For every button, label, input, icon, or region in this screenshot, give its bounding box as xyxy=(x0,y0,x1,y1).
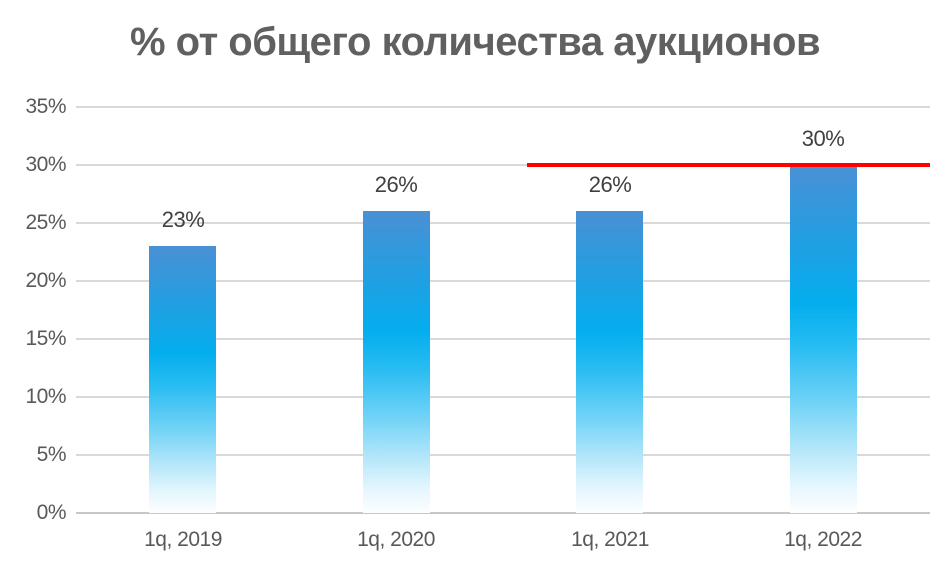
y-tick-label-20: 20% xyxy=(25,269,66,292)
target-reference-line xyxy=(527,163,930,167)
x-axis-line xyxy=(76,512,930,514)
y-tick-label-0: 0% xyxy=(36,501,67,524)
bar-1q-2021 xyxy=(576,211,643,513)
gridline-5 xyxy=(76,454,930,456)
bar-value-label-1: 26% xyxy=(374,172,418,197)
gridline-25 xyxy=(76,222,930,224)
gridline-35 xyxy=(76,106,930,108)
bar-1q-2022 xyxy=(790,165,857,513)
y-tick-label-35: 35% xyxy=(25,95,66,118)
bar-1q-2020 xyxy=(363,211,430,513)
chart-title: % от общего количества аукционов xyxy=(129,20,821,64)
x-tick-label-3: 1q, 2022 xyxy=(784,528,862,551)
bar-value-label-3: 30% xyxy=(801,126,845,151)
y-tick-label-15: 15% xyxy=(25,327,66,350)
y-tick-label-10: 10% xyxy=(25,385,66,408)
x-tick-label-1: 1q, 2020 xyxy=(357,528,435,551)
gridline-15 xyxy=(76,338,930,340)
bar-value-label-0: 23% xyxy=(161,207,205,232)
gridline-20 xyxy=(76,280,930,282)
y-tick-label-5: 5% xyxy=(36,443,67,466)
gridline-30 xyxy=(76,164,930,166)
bar-value-label-2: 26% xyxy=(588,172,632,197)
x-tick-label-0: 1q, 2019 xyxy=(144,528,222,551)
plot-area xyxy=(76,106,930,514)
y-tick-label-25: 25% xyxy=(25,211,66,234)
y-tick-label-30: 30% xyxy=(25,153,66,176)
gridline-10 xyxy=(76,396,930,398)
x-tick-label-2: 1q, 2021 xyxy=(571,528,649,551)
bar-1q-2019 xyxy=(149,246,216,513)
